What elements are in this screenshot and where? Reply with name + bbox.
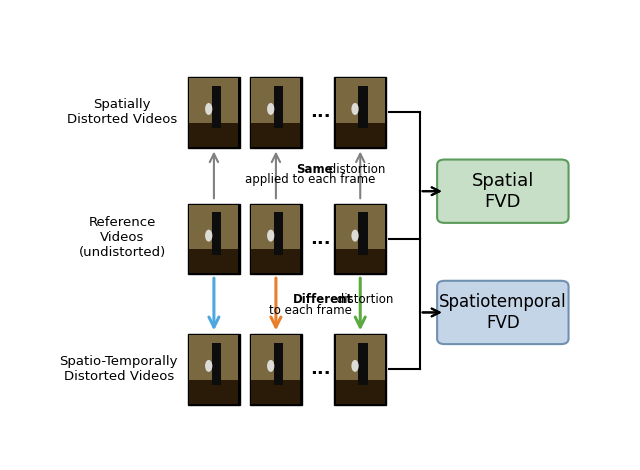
FancyBboxPatch shape xyxy=(188,204,240,274)
Text: Different: Different xyxy=(293,293,353,306)
Text: ...: ... xyxy=(310,360,331,378)
FancyBboxPatch shape xyxy=(336,380,385,404)
FancyBboxPatch shape xyxy=(250,77,302,148)
FancyBboxPatch shape xyxy=(188,77,240,148)
FancyBboxPatch shape xyxy=(250,334,302,405)
Text: distortion: distortion xyxy=(333,293,394,306)
FancyBboxPatch shape xyxy=(336,205,385,274)
FancyBboxPatch shape xyxy=(358,343,367,385)
FancyBboxPatch shape xyxy=(252,123,300,147)
Text: Spatially
Distorted Videos: Spatially Distorted Videos xyxy=(67,99,177,126)
FancyBboxPatch shape xyxy=(189,335,239,380)
Text: distortion: distortion xyxy=(324,163,385,176)
FancyBboxPatch shape xyxy=(336,335,385,404)
FancyBboxPatch shape xyxy=(188,334,240,405)
Text: Spatio-Temporally
Distorted Videos: Spatio-Temporally Distorted Videos xyxy=(60,355,178,384)
FancyBboxPatch shape xyxy=(336,78,385,147)
FancyBboxPatch shape xyxy=(252,205,300,274)
FancyBboxPatch shape xyxy=(189,205,239,250)
FancyBboxPatch shape xyxy=(274,212,284,255)
FancyBboxPatch shape xyxy=(252,380,300,404)
Ellipse shape xyxy=(267,230,275,242)
FancyBboxPatch shape xyxy=(334,334,387,405)
FancyBboxPatch shape xyxy=(252,205,300,250)
FancyBboxPatch shape xyxy=(358,212,367,255)
FancyBboxPatch shape xyxy=(189,78,239,147)
FancyBboxPatch shape xyxy=(252,78,300,147)
FancyBboxPatch shape xyxy=(250,204,302,274)
Ellipse shape xyxy=(205,103,212,115)
FancyBboxPatch shape xyxy=(334,77,387,148)
FancyBboxPatch shape xyxy=(336,335,385,380)
FancyBboxPatch shape xyxy=(252,78,300,123)
FancyBboxPatch shape xyxy=(336,250,385,274)
Ellipse shape xyxy=(267,103,275,115)
FancyBboxPatch shape xyxy=(336,78,385,123)
Text: ...: ... xyxy=(310,230,331,248)
FancyBboxPatch shape xyxy=(334,204,387,274)
FancyBboxPatch shape xyxy=(212,343,221,385)
FancyBboxPatch shape xyxy=(252,335,300,404)
FancyBboxPatch shape xyxy=(274,86,284,128)
FancyBboxPatch shape xyxy=(336,205,385,250)
FancyBboxPatch shape xyxy=(437,281,568,344)
FancyBboxPatch shape xyxy=(252,250,300,274)
Text: Spatial
FVD: Spatial FVD xyxy=(472,172,534,211)
Ellipse shape xyxy=(267,360,275,372)
Text: Same: Same xyxy=(296,163,332,176)
Ellipse shape xyxy=(351,230,358,242)
FancyBboxPatch shape xyxy=(189,335,239,404)
FancyBboxPatch shape xyxy=(252,335,300,380)
FancyBboxPatch shape xyxy=(336,123,385,147)
FancyBboxPatch shape xyxy=(358,86,367,128)
FancyBboxPatch shape xyxy=(189,123,239,147)
Text: ...: ... xyxy=(310,103,331,121)
FancyBboxPatch shape xyxy=(212,212,221,255)
FancyBboxPatch shape xyxy=(189,78,239,123)
FancyBboxPatch shape xyxy=(437,159,568,223)
Text: applied to each frame: applied to each frame xyxy=(246,173,376,186)
Text: Spatiotemporal
FVD: Spatiotemporal FVD xyxy=(439,293,566,332)
FancyBboxPatch shape xyxy=(274,343,284,385)
FancyBboxPatch shape xyxy=(189,250,239,274)
Ellipse shape xyxy=(205,360,212,372)
FancyBboxPatch shape xyxy=(212,86,221,128)
Text: Reference
Videos
(undistorted): Reference Videos (undistorted) xyxy=(79,216,166,259)
Ellipse shape xyxy=(351,103,358,115)
Ellipse shape xyxy=(351,360,358,372)
Text: to each frame: to each frame xyxy=(269,304,352,317)
FancyBboxPatch shape xyxy=(189,380,239,404)
Ellipse shape xyxy=(205,230,212,242)
FancyBboxPatch shape xyxy=(189,205,239,274)
